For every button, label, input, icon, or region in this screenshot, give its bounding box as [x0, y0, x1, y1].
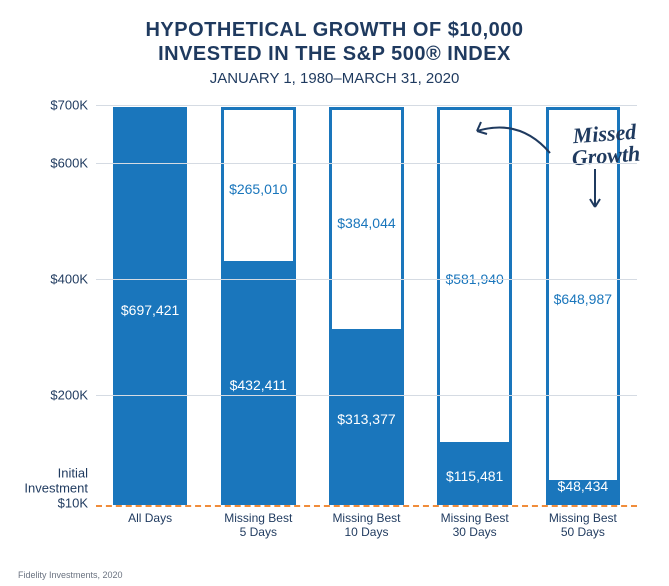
bar-column: $115,481$581,940: [431, 105, 518, 505]
x-axis-label: All Days: [107, 511, 194, 540]
bars-group: $697,421 $432,411 $265,010 $313,377 $384,044…: [96, 105, 637, 505]
actual-value-label: $697,421: [116, 302, 185, 318]
arrow-curve-left: [465, 113, 555, 163]
bar-column: $313,377 $384,044: [323, 105, 410, 505]
missed-value-label: $384,044: [332, 215, 401, 231]
chart-container: HYPOTHETICAL GROWTH OF $10,000 INVESTED …: [0, 0, 669, 550]
bar-column: $697,421: [107, 105, 194, 505]
y-tick-label: $700K: [50, 98, 88, 113]
actual-value-label: $313,377: [332, 411, 401, 427]
y-tick-label: $400K: [50, 271, 88, 286]
actual-value-label: $115,481: [440, 468, 509, 484]
x-axis-label: Missing Best30 Days: [431, 511, 518, 540]
x-axis-label: Missing Best10 Days: [323, 511, 410, 540]
bar-outline: $432,411 $265,010: [221, 107, 296, 506]
annotation-line2: Growth: [570, 141, 640, 171]
initial-investment-line: [96, 505, 637, 507]
x-axis-label: Missing Best50 Days: [540, 511, 627, 540]
bar-outline: $313,377 $384,044: [329, 107, 404, 506]
chart-title-line1: HYPOTHETICAL GROWTH OF $10,000: [24, 18, 645, 42]
y-tick-label: $200K: [50, 387, 88, 402]
bar-outline: $697,421: [113, 107, 188, 506]
title-block: HYPOTHETICAL GROWTH OF $10,000 INVESTED …: [24, 18, 645, 87]
chart-title-line2: INVESTED IN THE S&P 500® INDEX: [24, 42, 645, 66]
missed-value-label: $648,987: [549, 291, 618, 307]
initial-investment-label: InitialInvestment$10K: [24, 467, 88, 512]
gridline: [96, 105, 637, 106]
missed-value-label: $265,010: [224, 181, 293, 197]
bar-outline: $115,481$581,940: [437, 107, 512, 506]
bar-column: $432,411 $265,010: [215, 105, 302, 505]
gridline: [96, 163, 637, 164]
gridline: [96, 395, 637, 396]
chart-footer: Fidelity Investments, 2020: [18, 570, 123, 580]
y-tick-label: $600K: [50, 155, 88, 170]
chart-subtitle: JANUARY 1, 1980–MARCH 31, 2020: [24, 70, 645, 87]
arrow-down: [585, 167, 605, 215]
plot-area: $697,421 $432,411 $265,010 $313,377 $384,044…: [96, 105, 637, 505]
x-axis-label: Missing Best5 Days: [215, 511, 302, 540]
actual-value-label: $48,434: [549, 478, 618, 494]
gridline: [96, 279, 637, 280]
x-axis-labels: All Days Missing Best5 Days Missing Best10…: [96, 511, 637, 540]
actual-value-label: $432,411: [224, 377, 293, 393]
